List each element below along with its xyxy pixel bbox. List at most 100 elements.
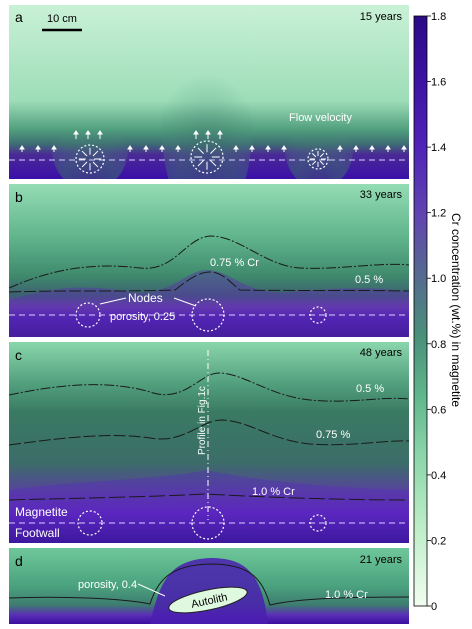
panel-b-contour-05 (9, 235, 409, 289)
colorbar-tick-label: 1.4 (431, 142, 446, 154)
node-inflow-arrow (92, 150, 99, 157)
node-inflow-arrow (210, 147, 217, 154)
panel-c-node-left (77, 510, 103, 536)
panel-b-field (9, 184, 409, 337)
footwall-label: Footwall (15, 526, 60, 540)
node-inflow-arrow (210, 160, 217, 167)
panel-c-purple-band (9, 470, 409, 543)
panel-b-node-left (75, 302, 101, 328)
velocity-arrowhead (73, 130, 79, 135)
panel-b-purple-band (9, 270, 409, 337)
velocity-arrowhead (233, 145, 239, 150)
autolith (168, 586, 248, 614)
velocity-arrowhead (143, 145, 149, 150)
nodes-label: Nodes (128, 291, 163, 305)
panel-c-label-10: 1.0 % Cr (252, 486, 295, 498)
velocity-arrowhead (35, 145, 41, 150)
panel-d-time: 21 years (360, 554, 403, 566)
nodes-pointer-right (173, 297, 197, 307)
velocity-arrowhead (385, 145, 391, 150)
colorbar-gradient (413, 15, 428, 607)
node-inflow-arrow (311, 152, 317, 158)
velocity-arrowhead (217, 130, 223, 135)
panel-b-label-075: 0.75 % Cr (210, 257, 259, 269)
velocity-arrowhead (401, 145, 407, 150)
panel-c-node-right (309, 514, 327, 532)
panel-d-porosity-label: porosity, 0.4 (78, 579, 137, 591)
colorbar: 1.8 1.6 1.4 1.2 1.0 0.8 0.6 0.4 0.2 0 Cr concentr… (413, 11, 463, 613)
panel-c-letter: c (15, 347, 22, 363)
velocity-arrowhead (127, 145, 133, 150)
node-inflow-arrow (81, 161, 88, 168)
panel-c-field (9, 342, 409, 543)
panel-c-node-center (191, 506, 225, 540)
panel-a-node-center (190, 140, 224, 174)
velocity-arrowhead (205, 130, 211, 135)
node-inflow-arrow (197, 160, 204, 167)
colorbar-tick-label: 1.8 (431, 11, 446, 23)
velocity-arrowhead (281, 145, 287, 150)
panel-d-letter: d (15, 553, 23, 569)
panel-b-time: 33 years (360, 189, 403, 201)
panel-a-plume-center (162, 35, 252, 179)
panel-b-porosity-label: porosity, 0.25 (110, 311, 175, 323)
panel-b-label-05: 0.5 % (355, 274, 383, 286)
panel-b (9, 184, 409, 337)
panel-a-node-right (307, 148, 329, 170)
panel-b-node-right (309, 306, 327, 324)
node-inflow-arrow (319, 152, 325, 158)
velocity-arrowhead (265, 145, 271, 150)
colorbar-tick-label: 1.0 (431, 273, 446, 285)
magnetite-label: Magnetite (15, 505, 68, 519)
flow-velocity-label: Flow velocity (289, 112, 352, 124)
colorbar-ticks: 1.8 1.6 1.4 1.2 1.0 0.8 0.6 0.4 0.2 0 (427, 11, 446, 613)
panel-d-contour-10 (9, 563, 409, 606)
panel-c-time: 48 years (360, 347, 403, 359)
panel-d (9, 548, 409, 624)
panel-a (9, 5, 409, 179)
panel-d-label-10: 1.0 % Cr (325, 589, 368, 601)
porosity-pointer (137, 583, 166, 597)
panel-a-velocity-arrows (19, 130, 407, 171)
velocity-arrowhead (353, 145, 359, 150)
velocity-arrowhead (193, 130, 199, 135)
velocity-arrowhead (159, 145, 165, 150)
velocity-arrowhead (85, 130, 91, 135)
panel-b-letter: b (15, 189, 23, 205)
scale-bar-label: 10 cm (47, 13, 77, 25)
colorbar-title: Cr concentration (wt.%) in magnetite (449, 213, 463, 407)
colorbar-tick-label: 0.4 (431, 470, 446, 482)
panel-c-label-075: 0.75 % (316, 429, 350, 441)
panel-b-node-center (191, 298, 225, 332)
nodes-pointer-left (99, 297, 127, 305)
colorbar-tick-label: 0.2 (431, 535, 446, 547)
colorbar-tick-label: 1.2 (431, 208, 446, 220)
panel-c (9, 342, 409, 543)
velocity-arrowhead (369, 145, 375, 150)
velocity-arrowhead (175, 145, 181, 150)
velocity-arrowhead (51, 145, 57, 150)
profile-label: Profile in Fig.1c (197, 386, 208, 455)
node-inflow-arrow (197, 147, 204, 154)
colorbar-tick-label: 0.8 (431, 339, 446, 351)
colorbar-tick-label: 0.6 (431, 404, 446, 416)
panel-a-node-left (75, 144, 105, 174)
node-inflow-arrow (319, 160, 325, 166)
panel-a-time: 15 years (360, 11, 403, 23)
panel-c-contour-05 (9, 372, 409, 402)
panel-a-plume-right (285, 112, 353, 179)
colorbar-tick-label: 0 (431, 601, 437, 613)
panel-c-contour-075 (9, 419, 409, 446)
velocity-arrowhead (337, 145, 343, 150)
velocity-arrowhead (97, 130, 103, 135)
node-inflow-arrow (311, 160, 317, 166)
panel-b-contour-075 (9, 271, 409, 293)
node-inflow-arrow (92, 161, 99, 168)
colorbar-tick-label: 1.6 (431, 77, 446, 89)
node-inflow-arrow (81, 150, 88, 157)
velocity-arrowhead (19, 145, 25, 150)
velocity-arrowhead (249, 145, 255, 150)
panel-c-contour-10 (9, 493, 409, 501)
panel-a-letter: a (15, 9, 23, 25)
